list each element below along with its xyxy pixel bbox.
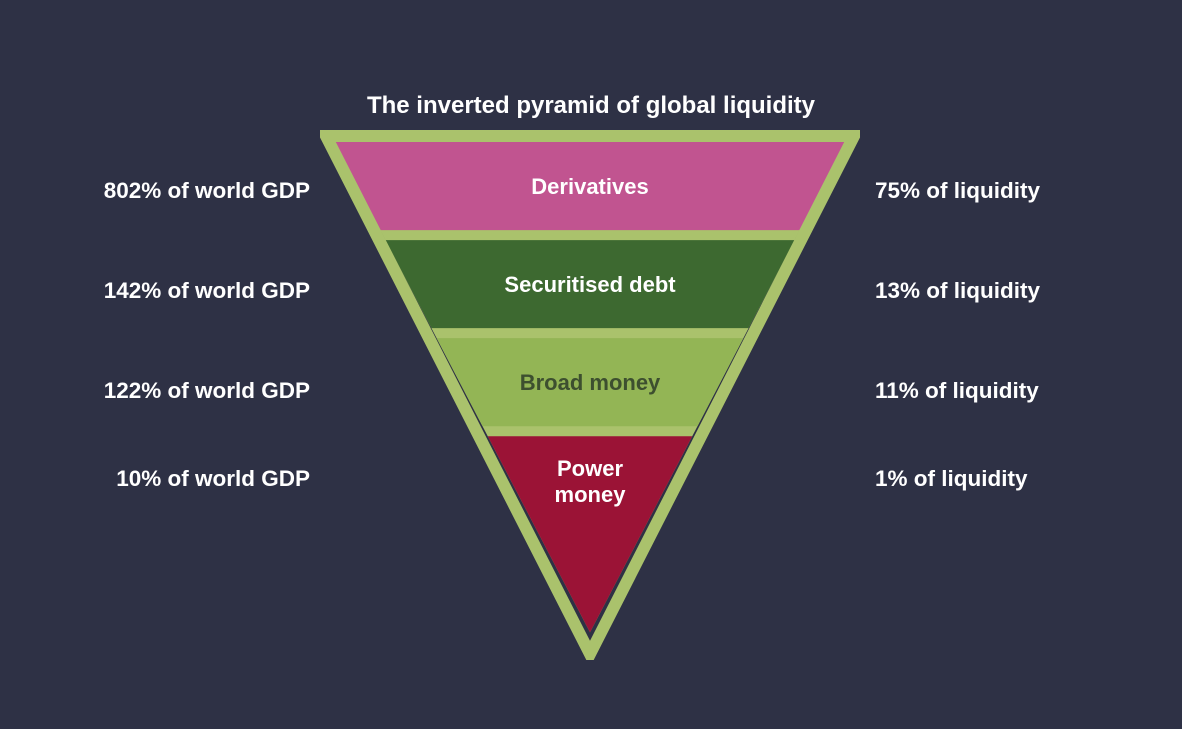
pyramid-layer-label-2: Broad money [520,370,661,395]
pyramid-layer-label-1: Securitised debt [504,272,676,297]
pyramid-layer-label-0: Derivatives [531,174,648,199]
left-label-securitised-debt: 142% of world GDP [60,278,310,304]
right-label-broad-money: 11% of liquidity [875,378,1039,404]
left-label-derivatives: 802% of world GDP [60,178,310,204]
chart-title: The inverted pyramid of global liquidity [0,92,1182,120]
infographic-stage: The inverted pyramid of global liquidity… [0,0,1182,729]
right-label-power-money: 1% of liquidity [875,466,1028,492]
pyramid-layer-label-3-line2: money [555,482,627,507]
right-label-derivatives: 75% of liquidity [875,178,1040,204]
left-label-broad-money: 122% of world GDP [60,378,310,404]
right-label-securitised-debt: 13% of liquidity [875,278,1040,304]
inverted-pyramid: Derivatives Securitised debt Broad money Po… [320,130,860,660]
pyramid-layer-label-3-line1: Power [557,456,623,481]
left-label-power-money: 10% of world GDP [60,466,310,492]
